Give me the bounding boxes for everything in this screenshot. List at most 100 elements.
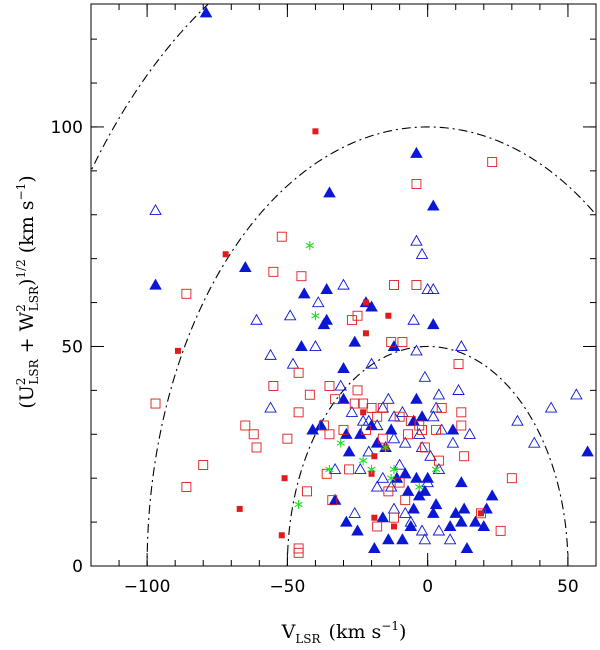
filled-triangle-point xyxy=(477,520,491,532)
open-triangle-point xyxy=(427,410,440,422)
open-triangle-point xyxy=(455,340,468,352)
y-tick-labels: 0 50 100 xyxy=(51,118,83,577)
filled-triangle-point xyxy=(306,423,319,435)
green-star-point xyxy=(336,438,345,448)
filled-triangle-point xyxy=(581,445,594,457)
filled-triangle-point xyxy=(342,445,356,457)
open-square-point xyxy=(389,280,399,290)
open-square-point xyxy=(372,521,383,532)
open-square-point xyxy=(251,442,262,453)
open-triangle-point xyxy=(398,506,412,518)
green-star-point xyxy=(294,500,303,510)
open-triangle-point xyxy=(362,445,376,457)
x-tick-label: 0 xyxy=(422,577,433,597)
open-square-point xyxy=(349,398,360,409)
open-square-point xyxy=(352,310,363,321)
open-square-point xyxy=(330,394,341,405)
open-triangle-point xyxy=(421,476,434,488)
open-triangle-point xyxy=(443,533,457,545)
y-tick-label: 0 xyxy=(72,557,83,577)
open-triangle-point xyxy=(463,427,477,439)
filled-square-point xyxy=(312,128,319,135)
green-star-point xyxy=(325,464,334,474)
x-tick-label: −50 xyxy=(269,577,305,597)
filled-triangle-point xyxy=(384,423,398,435)
open-triangle-point xyxy=(410,344,423,356)
open-square-point xyxy=(431,424,442,435)
filled-triangle-point xyxy=(415,410,429,422)
open-square-point xyxy=(383,486,394,497)
open-triangle-point xyxy=(418,370,432,382)
filled-square-point xyxy=(222,251,229,258)
filled-triangle-point xyxy=(239,261,252,273)
data-markers xyxy=(149,6,594,558)
open-triangle-point xyxy=(544,401,558,413)
open-triangle-point xyxy=(376,471,390,483)
open-square-point xyxy=(181,288,192,299)
open-triangle-point xyxy=(250,313,263,325)
open-triangle-point xyxy=(382,392,395,404)
open-square-point xyxy=(417,424,428,435)
filled-triangle-point xyxy=(418,484,432,496)
plot-frame xyxy=(90,3,597,567)
open-triangle-point xyxy=(418,533,432,545)
open-triangle-point xyxy=(337,278,350,290)
open-triangle-point xyxy=(528,436,541,448)
open-square-point xyxy=(293,547,304,558)
filled-triangle-point xyxy=(199,6,213,18)
x-tick-label: 50 xyxy=(557,577,579,597)
filled-triangle-point xyxy=(427,318,440,330)
open-square-point xyxy=(304,389,315,400)
filled-triangle-point xyxy=(337,392,350,404)
filled-triangle-point xyxy=(368,542,381,554)
open-square-point xyxy=(386,337,397,348)
open-triangle-point xyxy=(283,309,297,321)
filled-square-point xyxy=(362,299,369,306)
filled-square-point xyxy=(371,453,378,460)
filled-triangle-point xyxy=(407,502,420,514)
green-star-point xyxy=(311,311,320,321)
filled-triangle-point xyxy=(460,542,474,554)
open-square-point xyxy=(321,468,332,479)
open-triangle-point xyxy=(384,480,398,492)
green-star-point xyxy=(305,240,315,250)
open-triangle-point xyxy=(424,449,437,461)
open-square-point xyxy=(296,271,307,282)
open-square-point xyxy=(419,442,430,453)
filled-triangle-point xyxy=(149,278,162,290)
open-triangle-point xyxy=(429,401,443,413)
filled-triangle-point xyxy=(320,313,333,325)
filled-triangle-point xyxy=(348,335,361,347)
y-tick-label: 100 xyxy=(51,118,83,138)
y-axis-title: (U2LSR + W2LSR)1/2 (km s−1) xyxy=(14,175,41,408)
open-triangle-point xyxy=(348,506,361,518)
filled-triangle-point xyxy=(351,524,364,536)
open-triangle-point xyxy=(264,401,277,413)
open-square-point xyxy=(293,367,304,378)
open-triangle-point xyxy=(511,414,524,426)
open-triangle-point xyxy=(398,436,412,448)
open-square-point xyxy=(436,402,447,413)
filled-triangle-point xyxy=(396,533,409,545)
open-triangle-point xyxy=(410,234,423,246)
filled-square-point xyxy=(281,475,288,482)
series-green-stars xyxy=(294,240,441,510)
velocity-circle-150 xyxy=(91,4,210,173)
x-tick-labels: −100 −50 0 50 xyxy=(124,577,579,597)
filled-square-point xyxy=(385,312,392,319)
y-tick-label: 50 xyxy=(61,337,83,357)
open-square-point xyxy=(397,337,408,348)
open-square-point xyxy=(344,464,355,475)
filled-triangle-point xyxy=(337,362,350,373)
filled-triangle-point xyxy=(365,300,378,312)
open-square-point xyxy=(394,411,405,422)
open-square-point xyxy=(276,231,287,242)
filled-triangle-point xyxy=(485,489,499,501)
series-open-squares xyxy=(150,157,517,558)
open-square-point xyxy=(487,157,498,168)
filled-square-point xyxy=(391,523,397,530)
open-triangle-point xyxy=(393,458,406,470)
filled-triangle-point xyxy=(323,186,336,198)
open-square-point xyxy=(394,477,405,488)
filled-triangle-point xyxy=(410,392,423,404)
